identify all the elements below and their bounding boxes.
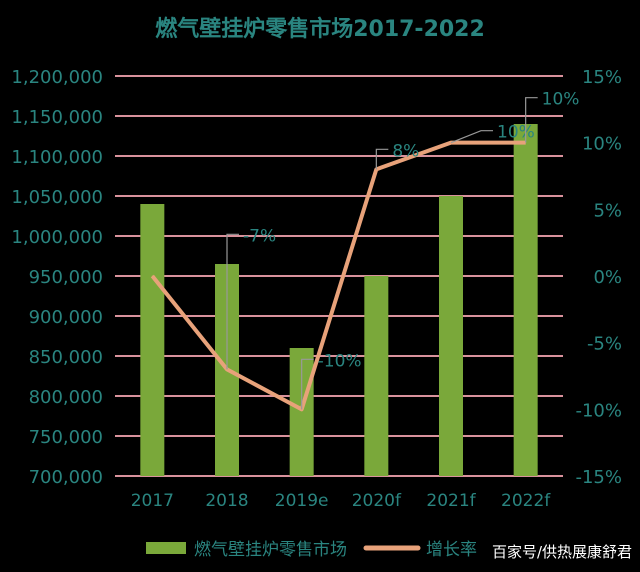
legend-bar-label: 燃气壁挂炉零售市场 — [194, 540, 347, 560]
label-callout — [301, 358, 314, 410]
y-right-tick-label: 10% — [582, 134, 622, 155]
x-tick-label: 2022f — [501, 491, 551, 511]
label-callout — [525, 97, 538, 143]
y-left-tick-label: 700,000 — [29, 467, 103, 488]
bar — [140, 204, 165, 476]
data-label: 10% — [542, 90, 580, 110]
legend-line-label: 增长率 — [426, 540, 477, 560]
y-left-tick-label: 1,050,000 — [11, 187, 103, 208]
data-label: -10% — [318, 351, 362, 371]
label-callout — [375, 148, 389, 170]
x-tick-label: 2020f — [352, 491, 402, 511]
y-left-tick-label: 750,000 — [29, 427, 103, 448]
label-callout — [226, 233, 239, 370]
bar — [513, 124, 538, 476]
bar — [439, 196, 463, 476]
y-left-tick-label: 1,200,000 — [11, 67, 103, 88]
y-right-tick-label: -15% — [575, 467, 622, 488]
data-label: 10% — [497, 123, 535, 143]
y-left-tick-label: 1,100,000 — [11, 147, 103, 168]
y-right-tick-label: 0% — [593, 267, 622, 288]
growth-line — [150, 140, 526, 412]
x-tick-label: 2019e — [275, 491, 329, 511]
chart-title: 燃气壁挂炉零售市场2017-2022 — [155, 16, 485, 42]
data-label: 8% — [392, 141, 419, 161]
x-tick-label: 2018 — [205, 491, 248, 511]
y-left-tick-label: 1,000,000 — [11, 227, 103, 248]
y-left-tick-label: 850,000 — [29, 347, 103, 368]
watermark: 百家号/供热展康舒君 — [491, 543, 632, 561]
y-right-tick-label: -5% — [587, 334, 622, 355]
y-right-tick-label: 15% — [582, 67, 622, 88]
y-left-tick-label: 950,000 — [29, 267, 103, 288]
y-left-tick-label: 800,000 — [29, 387, 103, 408]
x-tick-label: 2017 — [131, 491, 174, 511]
bar — [364, 276, 389, 476]
y-right-tick-label: 5% — [593, 200, 622, 221]
y-left-tick-label: 900,000 — [29, 307, 103, 328]
legend: 燃气壁挂炉零售市场 增长率 — [146, 540, 477, 560]
growth-point — [151, 275, 153, 277]
data-label: -7% — [243, 226, 276, 246]
y-right-tick-label: -10% — [575, 400, 622, 421]
legend-bar-swatch — [146, 542, 186, 554]
label-callout — [450, 130, 493, 144]
x-tick-label: 2021f — [426, 491, 476, 511]
y-left-tick-label: 1,150,000 — [11, 107, 103, 128]
